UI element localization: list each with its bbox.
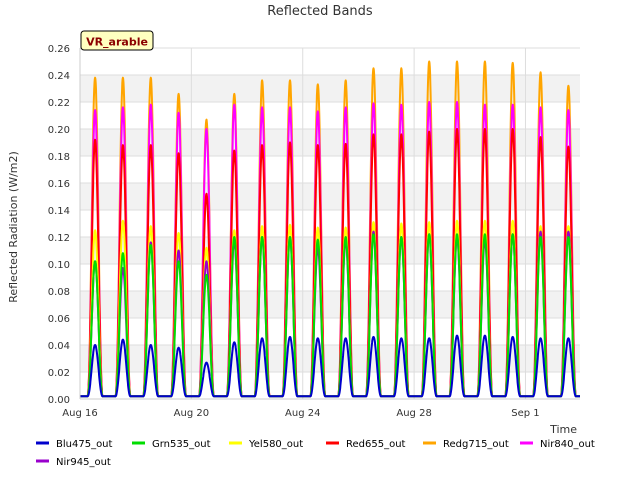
legend-label: Blu475_out [56, 439, 113, 450]
y-axis-label: Reflected Radiation (W/m2) [7, 151, 20, 303]
legend-item-blu475-out: Blu475_out [36, 439, 113, 450]
legend-label: Red655_out [346, 439, 406, 450]
legend-item-nir840-out: Nir840_out [520, 439, 595, 450]
x-tick-label: Aug 16 [62, 408, 97, 419]
y-tick-label: 0.02 [48, 368, 70, 379]
x-tick-label: Aug 24 [285, 408, 320, 419]
x-tick-label: Sep 1 [511, 408, 539, 419]
series-lines [79, 60, 581, 398]
tick-labels: 0.00 0.02 0.04 0.06 0.08 0.10 0.12 0.14 0.16 0.18… [48, 44, 540, 419]
y-tick-label: 0.06 [48, 314, 70, 325]
y-tick-label: 0.00 [48, 395, 70, 406]
y-tick-label: 0.08 [48, 287, 70, 298]
legend-label: Redg715_out [443, 439, 509, 450]
legend-item-red655-out: Red655_out [326, 439, 406, 450]
legend-item-yel580-out: Yel580_out [229, 439, 303, 450]
axes [79, 48, 580, 400]
site-label: VR_arable [86, 36, 148, 49]
plot-area [80, 48, 580, 399]
y-tick-label: 0.16 [48, 179, 70, 190]
plot-band [80, 345, 580, 372]
plot-band [80, 183, 580, 210]
site-label-box: VR_arable [80, 30, 154, 51]
plot-band [80, 237, 580, 264]
y-tick-label: 0.12 [48, 233, 70, 244]
legend-label: Yel580_out [248, 439, 303, 450]
legend-label: Nir840_out [540, 439, 595, 450]
y-tick-label: 0.20 [48, 125, 70, 136]
legend-item-grn535-out: Grn535_out [132, 439, 211, 450]
x-tick-label: Aug 28 [396, 408, 431, 419]
y-tick-label: 0.10 [48, 260, 70, 271]
y-tick-label: 0.04 [48, 341, 70, 352]
y-tick-label: 0.14 [48, 206, 70, 217]
x-axis-label: Time [549, 423, 577, 436]
legend-label: Grn535_out [152, 439, 211, 450]
plot-background [80, 48, 580, 399]
y-tick-label: 0.18 [48, 152, 70, 163]
y-tick-label: 0.26 [48, 44, 70, 55]
legend-label: Nir945_out [56, 457, 111, 468]
series-line-blu475-out [79, 334, 581, 398]
plot-band [80, 129, 580, 156]
chart-title: Reflected Bands [267, 4, 373, 19]
y-tick-label: 0.22 [48, 98, 70, 109]
plot-band [80, 291, 580, 318]
legend-item-redg715-out: Redg715_out [423, 439, 509, 450]
y-tick-label: 0.24 [48, 71, 70, 82]
legend-item-nir945-out: Nir945_out [36, 457, 111, 468]
legend: Blu475_out Grn535_out Yel580_out Red655_out… [36, 439, 595, 468]
x-tick-label: Aug 20 [174, 408, 209, 419]
plot-band [80, 75, 580, 102]
